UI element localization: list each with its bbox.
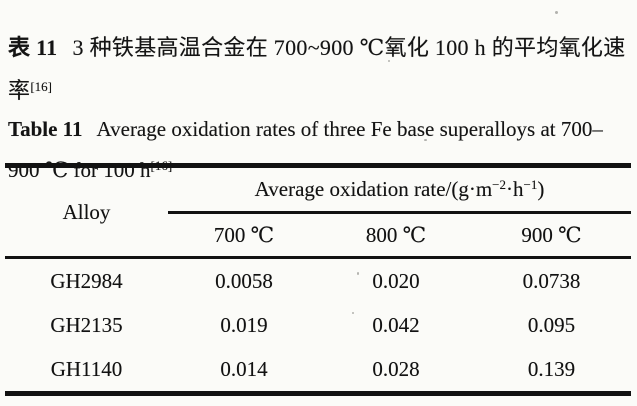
- caption-zh-text: 3 种铁基高温合金在 700~900 ℃氧化 100 h 的平均氧化速率: [8, 35, 626, 103]
- table-caption-chinese: 表 11 3 种铁基高温合金在 700~900 ℃氧化 100 h 的平均氧化速率…: [8, 26, 632, 112]
- rate-unit-prefix: Average oxidation rate/(g·m: [254, 177, 493, 201]
- rate-unit-suffix: ): [537, 177, 545, 201]
- caption-zh-table-number: 表 11: [8, 35, 58, 60]
- value-cell-700: 0.0058: [215, 268, 273, 293]
- rate-unit-exponent-h: −1: [523, 177, 538, 192]
- scan-speck: [555, 11, 558, 14]
- table-row: GH2984 0.0058 0.020 0.0738: [5, 258, 631, 304]
- alloy-name-cell: GH2984: [50, 268, 123, 293]
- temp-header-900: 900 ℃: [472, 212, 632, 259]
- value-cell-700: 0.019: [220, 312, 268, 337]
- scan-speck: [424, 139, 427, 141]
- scan-speck: [352, 312, 354, 314]
- alloy-name-cell: GH1140: [50, 356, 123, 381]
- rate-unit-spanner-header: Average oxidation rate/(g·m−2·h−1): [168, 165, 632, 214]
- value-cell-800: 0.042: [372, 312, 420, 337]
- caption-zh-reference-superscript: [16]: [30, 79, 52, 94]
- value-cell-700: 0.014: [220, 356, 268, 381]
- scan-speck: [388, 60, 390, 62]
- temp-header-700: 700 ℃: [168, 212, 320, 259]
- table-row: GH2135 0.019 0.042 0.095: [5, 303, 631, 347]
- temp-header-800: 800 ℃: [320, 212, 472, 259]
- value-cell-900: 0.139: [527, 356, 576, 381]
- alloy-name-cell: GH2135: [50, 312, 123, 337]
- value-cell-900: 0.0738: [522, 268, 581, 293]
- rate-unit-exponent-m: −2: [492, 177, 507, 192]
- header-row-temperatures: 700 ℃ 800 ℃ 900 ℃: [5, 212, 632, 259]
- caption-en-table-number: Table 11: [8, 117, 83, 141]
- alloy-column-header: Alloy: [5, 165, 168, 259]
- value-cell-800: 0.028: [372, 356, 420, 381]
- table-row: GH1140 0.014 0.028 0.139: [5, 347, 631, 394]
- oxidation-rate-table-wrapper: Alloy Average oxidation rate/(g·m−2·h−1)…: [5, 163, 632, 396]
- rate-unit-mid: ·h: [506, 177, 524, 201]
- oxidation-rate-table: Alloy Average oxidation rate/(g·m−2·h−1)…: [5, 163, 632, 396]
- scan-speck: [357, 272, 359, 275]
- header-row-spanner: Alloy Average oxidation rate/(g·m−2·h−1): [5, 165, 632, 259]
- value-cell-800: 0.020: [372, 268, 420, 293]
- value-cell-900: 0.095: [527, 312, 576, 337]
